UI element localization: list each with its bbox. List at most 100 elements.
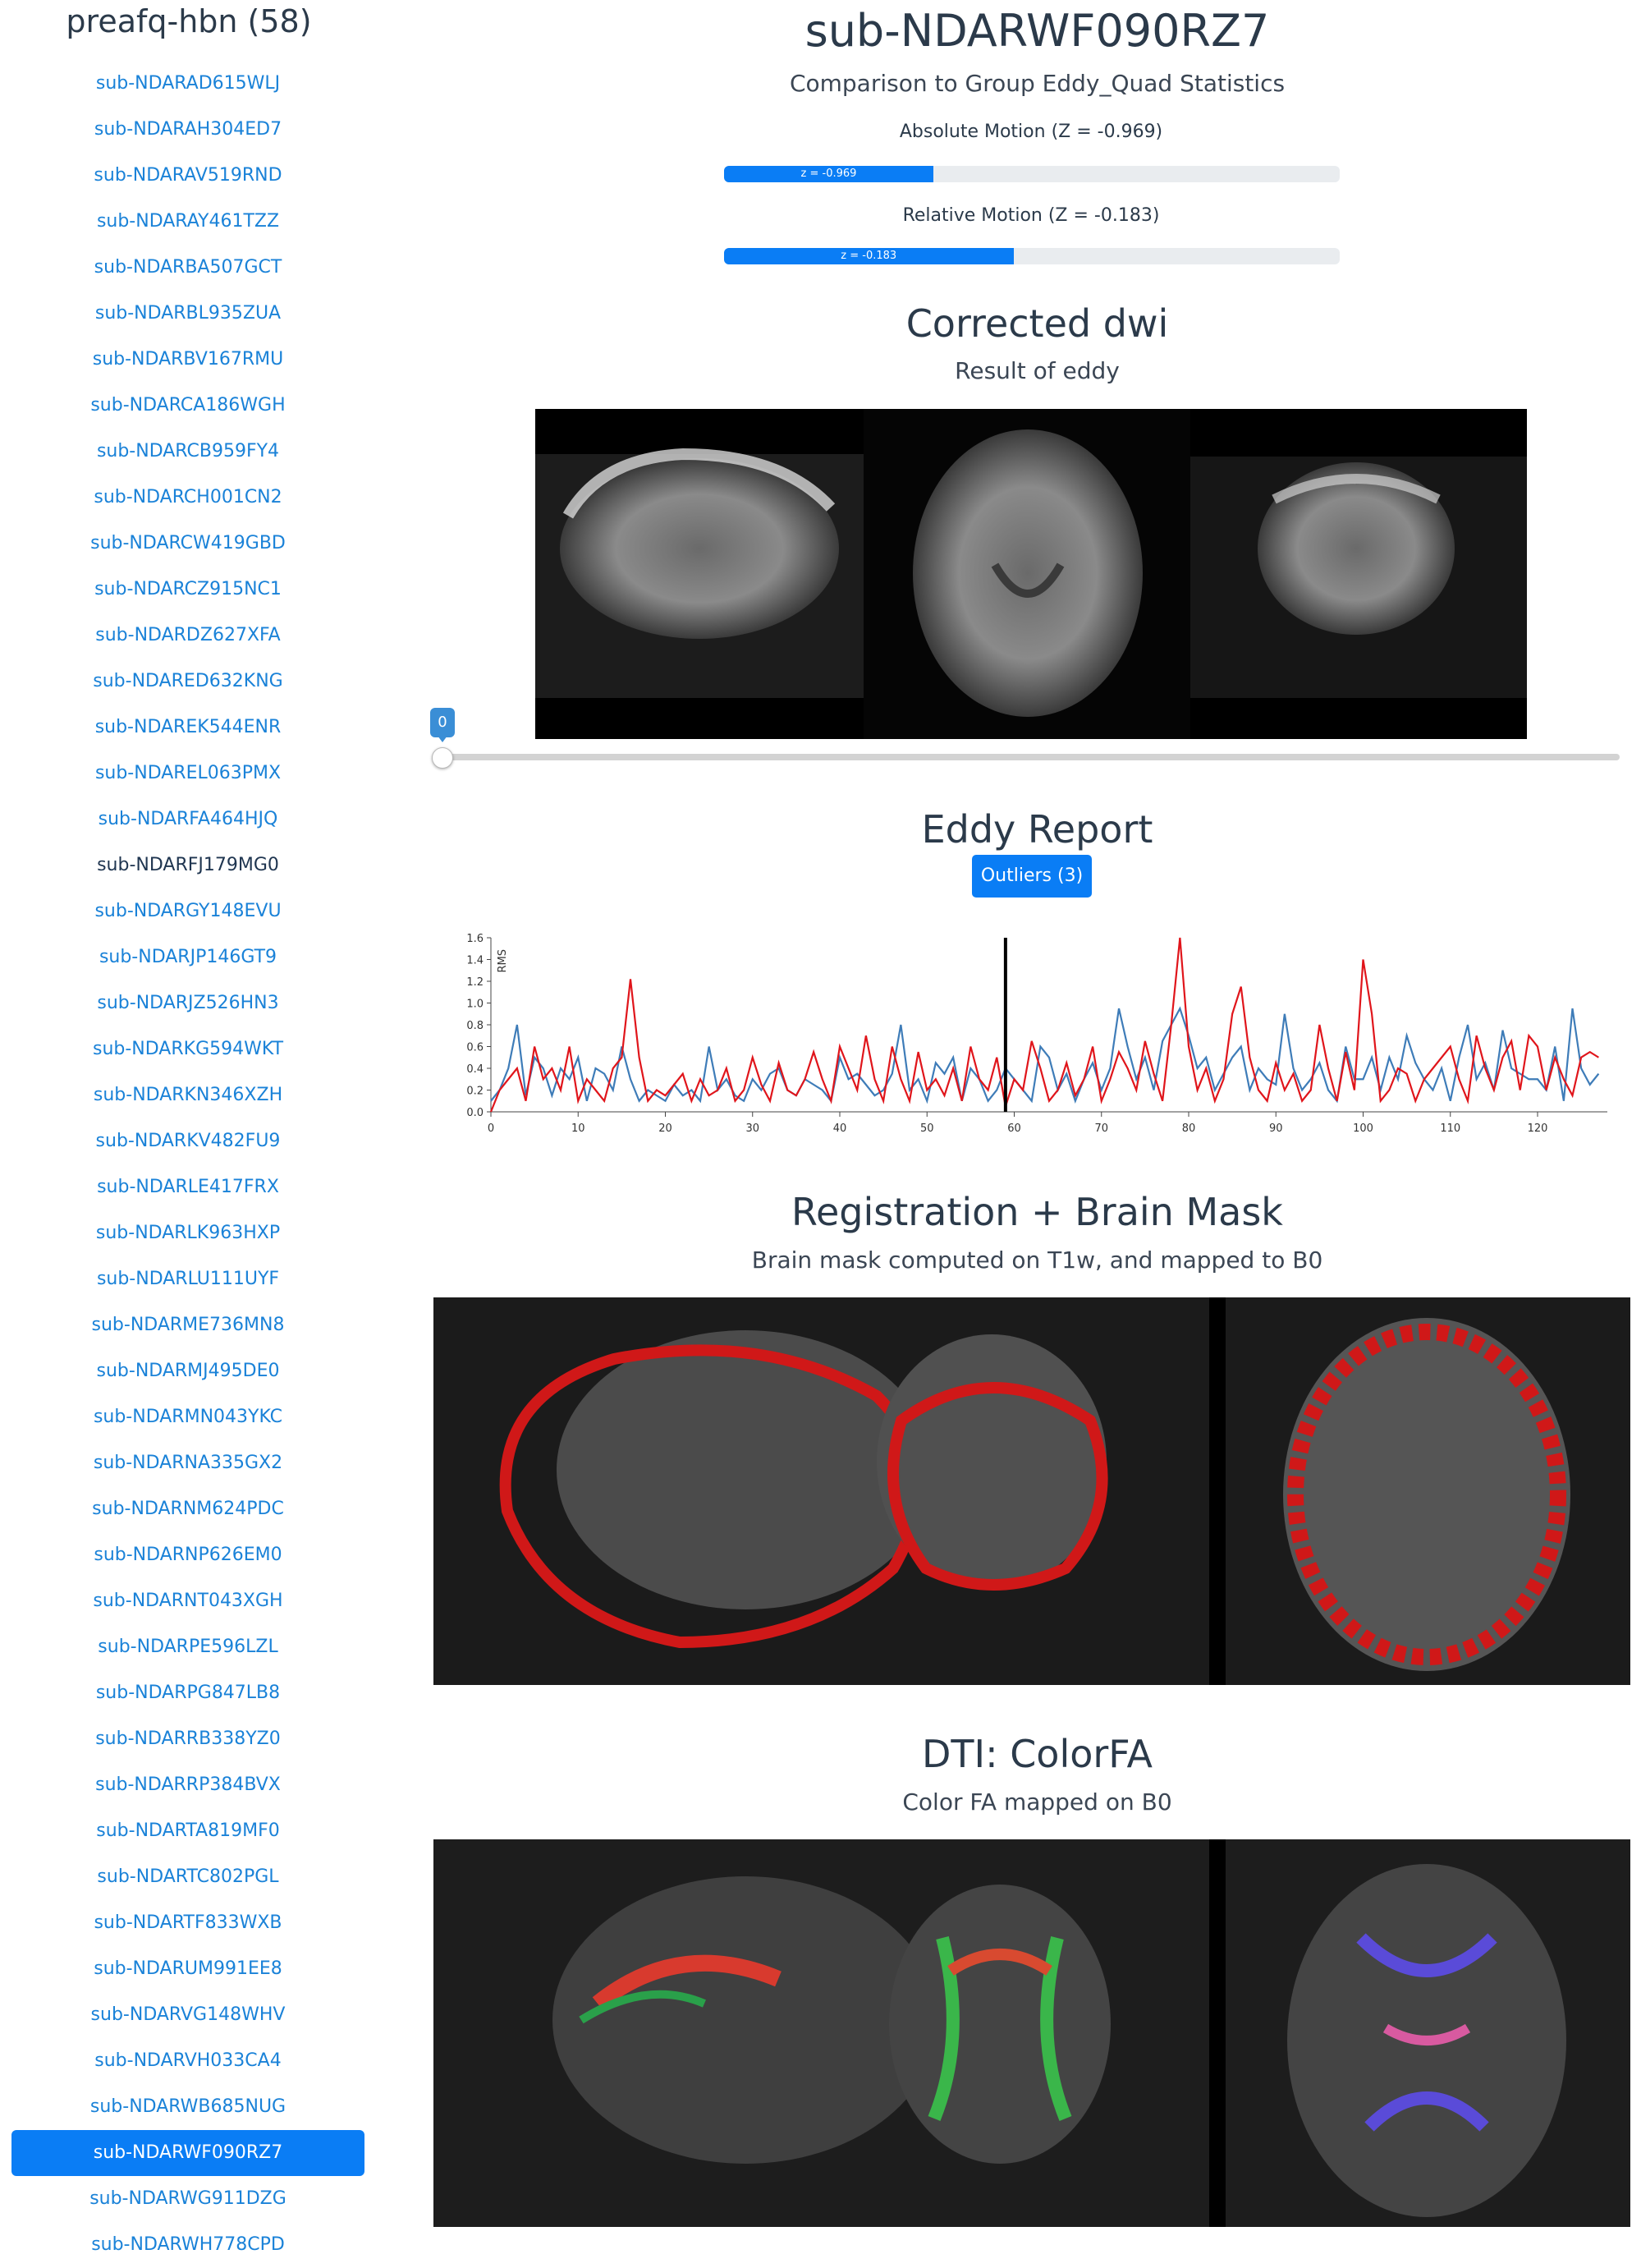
- mask-axial-slice: [1283, 1318, 1570, 1671]
- sidebar-item-sub-ndarnp626em0[interactable]: sub-NDARNP626EM0: [94, 1545, 282, 1565]
- sidebar-item-sub-ndarca186wgh[interactable]: sub-NDARCA186WGH: [90, 395, 286, 415]
- registration-subtitle: Brain mask computed on T1w, and mapped t…: [751, 1246, 1323, 1274]
- mask-coronal-outline: [887, 1382, 1108, 1591]
- sidebar-item-sub-ndardz627xfa[interactable]: sub-NDARDZ627XFA: [95, 625, 281, 645]
- sidebar-item-sub-ndarwh778cpd[interactable]: sub-NDARWH778CPD: [91, 2234, 285, 2255]
- chart-y-tick-label: 0.4: [466, 1063, 484, 1076]
- sidebar-item-sub-ndarkn346xzh[interactable]: sub-NDARKN346XZH: [93, 1085, 283, 1105]
- sidebar-item-sub-ndarnt043xgh[interactable]: sub-NDARNT043XGH: [93, 1591, 283, 1611]
- sidebar-item-sub-ndarme736mn8[interactable]: sub-NDARME736MN8: [91, 1315, 285, 1335]
- sidebar-item-sub-ndarvg148whv[interactable]: sub-NDARVG148WHV: [90, 2004, 286, 2025]
- colorfa-corpus-callosum: [592, 1954, 782, 2010]
- dwi-axial-slice: [913, 429, 1143, 717]
- eddy-rms-chart-svg: 0.0 0.2 0.4 0.6 0.8 1.0 1.2 1.4 1.6 0 10 20 30 40 50 60…: [466, 933, 1607, 1135]
- relative-motion-bar-fill: z = -0.183: [724, 248, 1014, 264]
- sidebar-item-sub-ndarpg847lb8[interactable]: sub-NDARPG847LB8: [95, 1683, 281, 1703]
- chart-x-tick-label: 60: [1007, 1123, 1021, 1135]
- sidebar-item-sub-ndarta819mf0[interactable]: sub-NDARTA819MF0: [96, 1820, 280, 1841]
- sidebar-item-sub-ndarah304ed7[interactable]: sub-NDARAH304ED7: [94, 119, 282, 140]
- sidebar-item-sub-ndarna335gx2[interactable]: sub-NDARNA335GX2: [93, 1453, 283, 1473]
- sidebar-item-sub-ndarwf090rz7[interactable]: sub-NDARWF090RZ7: [11, 2130, 364, 2176]
- dwi-slices-svg: [535, 409, 1527, 739]
- sidebar-item-sub-ndarel063pmx[interactable]: sub-NDAREL063PMX: [94, 763, 282, 783]
- sidebar-item-sub-ndarle417frx[interactable]: sub-NDARLE417FRX: [97, 1177, 279, 1197]
- sidebar-item-sub-ndartc802pgl[interactable]: sub-NDARTC802PGL: [97, 1866, 279, 1887]
- sidebar-item-sub-ndarlk963hxp[interactable]: sub-NDARLK963HXP: [95, 1223, 281, 1243]
- registration-title: Registration + Brain Mask: [791, 1190, 1283, 1234]
- sidebar-item-sub-ndarjp146gt9[interactable]: sub-NDARJP146GT9: [99, 947, 277, 967]
- sidebar-item-sub-ndarlu111uyf[interactable]: sub-NDARLU111UYF: [96, 1269, 280, 1289]
- sidebar-item-sub-ndarmn043ykc[interactable]: sub-NDARMN043YKC: [93, 1407, 283, 1427]
- sidebar-item-sub-ndarkv482fu9[interactable]: sub-NDARKV482FU9: [95, 1131, 281, 1151]
- chart-x-tick-label: 80: [1182, 1123, 1196, 1135]
- colorfa-coronal-callosum: [947, 1949, 1052, 1976]
- sidebar-item-sub-ndarba507gct[interactable]: sub-NDARBA507GCT: [94, 257, 282, 278]
- sidebar-item-sub-ndartf833wxb[interactable]: sub-NDARTF833WXB: [94, 1912, 282, 1933]
- sidebar-item-sub-ndared632kng[interactable]: sub-NDARED632KNG: [93, 671, 283, 691]
- sidebar-item-sub-ndarbv167rmu[interactable]: sub-NDARBV167RMU: [92, 349, 284, 370]
- outliers-button[interactable]: Outliers (3): [972, 855, 1092, 898]
- chart-x-tick-label: 90: [1269, 1123, 1283, 1135]
- colorfa-svg: [433, 1839, 1630, 2227]
- colorfa-divider: [1209, 1839, 1226, 2227]
- sidebar-item-sub-ndarek544enr[interactable]: sub-NDAREK544ENR: [94, 717, 282, 737]
- sidebar-item-sub-ndarum991ee8[interactable]: sub-NDARUM991EE8: [94, 1958, 282, 1979]
- eddy-rms-chart: 0.0 0.2 0.4 0.6 0.8 1.0 1.2 1.4 1.6 0 10 20 30 40 50 60…: [450, 933, 1616, 1150]
- dti-subtitle: Color FA mapped on B0: [902, 1788, 1172, 1816]
- chart-x-tick-label: 120: [1528, 1123, 1548, 1135]
- chart-x-tick-label: 30: [745, 1123, 759, 1135]
- sidebar-item-sub-ndarwb685nug[interactable]: sub-NDARWB685NUG: [89, 2096, 286, 2117]
- dataset-title: preafq-hbn (58): [66, 3, 312, 39]
- eddy-report-title: Eddy Report: [921, 807, 1153, 852]
- chart-y-tick-label: 1.0: [466, 999, 484, 1011]
- dwi-axial-ventricles: [991, 562, 1065, 598]
- sidebar-item-sub-ndarfa464hjq[interactable]: sub-NDARFA464HJQ: [98, 809, 278, 829]
- sidebar-item-sub-ndaray461tzz[interactable]: sub-NDARAY461TZZ: [96, 211, 280, 232]
- corrected-dwi-title: Corrected dwi: [905, 301, 1169, 346]
- chart-y-tick-label: 0.8: [466, 1020, 484, 1032]
- absolute-motion-label: Absolute Motion (Z = -0.969): [899, 122, 1163, 142]
- sidebar-item-sub-ndarkg594wkt[interactable]: sub-NDARKG594WKT: [92, 1039, 284, 1059]
- dwi-image-panel: [535, 409, 1527, 739]
- sidebar-item-sub-ndarrp384bvx[interactable]: sub-NDARRP384BVX: [95, 1774, 281, 1795]
- dwi-sagittal-cortex: [562, 448, 836, 519]
- sidebar-item-sub-ndarnm624pdc[interactable]: sub-NDARNM624PDC: [92, 1499, 284, 1519]
- sidebar-item-sub-ndarch001cn2[interactable]: sub-NDARCH001CN2: [94, 487, 282, 507]
- sidebar-item-sub-ndarcw419gbd[interactable]: sub-NDARCW419GBD: [90, 533, 286, 553]
- sidebar-item-sub-ndarcb959fy4[interactable]: sub-NDARCB959FY4: [96, 441, 280, 461]
- sidebar-item-sub-ndarad615wlj[interactable]: sub-NDARAD615WLJ: [95, 73, 281, 94]
- chart-x-tick-label: 40: [833, 1123, 847, 1135]
- colorfa-axial-callosum: [1382, 2023, 1471, 2045]
- colorfa-axial-tracts: [1356, 1933, 1497, 2132]
- corrected-dwi-subtitle: Result of eddy: [955, 357, 1120, 384]
- sidebar-item-sub-ndarbl935zua[interactable]: sub-NDARBL935ZUA: [94, 303, 282, 324]
- chart-series-red: [489, 937, 1599, 1113]
- chart-series-blue: [490, 1006, 1600, 1104]
- absolute-motion-bar-fill: z = -0.969: [724, 166, 933, 182]
- dwi-coronal-slice: [1258, 462, 1455, 635]
- sidebar-item-sub-ndarrb338yz0[interactable]: sub-NDARRB338YZ0: [95, 1729, 281, 1749]
- sidebar-item-sub-ndarvh033ca4[interactable]: sub-NDARVH033CA4: [94, 2050, 282, 2071]
- chart-y-tick-label: 0.0: [466, 1107, 484, 1119]
- colorfa-sagittal-slice: [552, 1876, 938, 2164]
- sidebar-item-sub-ndargy148evu[interactable]: sub-NDARGY148EVU: [94, 901, 282, 921]
- volume-slider-handle[interactable]: [432, 747, 453, 769]
- sidebar-item-sub-ndarfj179mg0[interactable]: sub-NDARFJ179MG0: [97, 855, 279, 875]
- sidebar-item-sub-ndarcz915nc1[interactable]: sub-NDARCZ915NC1: [94, 579, 282, 599]
- absolute-motion-bar: z = -0.969: [724, 166, 1340, 182]
- chart-x-tick-label: 50: [920, 1123, 934, 1135]
- volume-slider-value: 0: [430, 708, 455, 742]
- colorfa-coronal-slice: [889, 1885, 1111, 2164]
- chart-y-tick-label: 1.6: [466, 933, 484, 945]
- chart-x-tick-label: 20: [658, 1123, 672, 1135]
- mask-sagittal-slice: [557, 1330, 934, 1609]
- sidebar-item-sub-ndarmj495de0[interactable]: sub-NDARMJ495DE0: [96, 1361, 280, 1381]
- relative-motion-bar: z = -0.183: [724, 248, 1340, 264]
- sidebar-item-sub-ndarav519rnd[interactable]: sub-NDARAV519RND: [94, 165, 282, 186]
- page-title: sub-NDARWF090RZ7: [804, 5, 1270, 57]
- sidebar-item-sub-ndarwg911dzg[interactable]: sub-NDARWG911DZG: [89, 2188, 286, 2209]
- sidebar-item-sub-ndarpe596lzl[interactable]: sub-NDARPE596LZL: [98, 1637, 278, 1657]
- volume-slider-track[interactable]: [442, 754, 1620, 760]
- sidebar-item-sub-ndarjz526hn3[interactable]: sub-NDARJZ526HN3: [97, 993, 279, 1013]
- chart-y-axis-label: RMS: [497, 949, 509, 973]
